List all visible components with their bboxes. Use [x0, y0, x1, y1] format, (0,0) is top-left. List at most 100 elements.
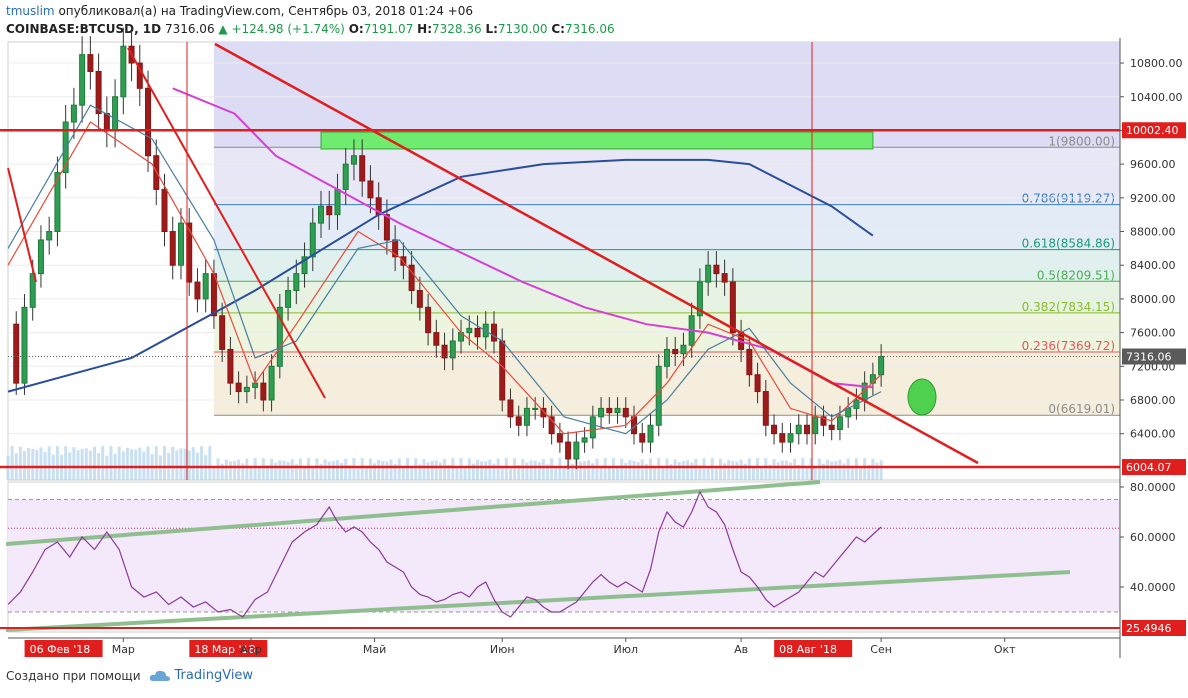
- volume-bar: [298, 458, 302, 480]
- volume-bar: [546, 464, 550, 480]
- rsi-last-tag-label: 25.4946: [1126, 622, 1172, 635]
- candle-body: [614, 407, 621, 414]
- candle-body: [696, 281, 703, 317]
- volume-bar: [480, 461, 484, 480]
- volume-bar: [620, 458, 624, 480]
- close-label: C:: [551, 22, 565, 36]
- volume-bar: [18, 446, 22, 480]
- volume-bar: [183, 448, 187, 480]
- candle-body: [326, 205, 333, 216]
- symbol-label: COINBASE:BTCUSD, 1D: [6, 22, 162, 36]
- volume-bar: [842, 463, 846, 480]
- volume-bar: [578, 461, 582, 480]
- candle-body: [367, 180, 374, 199]
- volume-bar: [731, 461, 735, 480]
- rsi-tick-label-0: 80.0000: [1130, 481, 1176, 494]
- volume-bar: [22, 451, 26, 480]
- candle-body: [383, 214, 390, 241]
- volume-bar: [187, 450, 191, 480]
- candle-body: [359, 155, 366, 182]
- volume-bar: [331, 460, 335, 480]
- volume-bar: [846, 458, 850, 480]
- volume-bar: [80, 448, 84, 480]
- candle-body: [655, 365, 662, 426]
- volume-bar: [570, 463, 574, 480]
- volume-bar: [72, 447, 76, 480]
- volume-bar: [529, 460, 533, 480]
- volume-bar: [340, 462, 344, 480]
- candle-body: [70, 104, 77, 123]
- candle-body: [589, 416, 596, 439]
- candle-body: [540, 407, 547, 418]
- volume-bar: [793, 459, 797, 480]
- candle-body: [285, 289, 292, 308]
- volume-bar: [702, 458, 706, 480]
- price-tick-label-11: 6400.00: [1130, 428, 1176, 441]
- volume-bars: [6, 446, 883, 480]
- volume-bar: [373, 463, 377, 480]
- time-tick-label-6: Июл: [614, 643, 639, 656]
- ma-line-sma: [7, 104, 882, 435]
- price-tick-label-8: 7600.00: [1130, 327, 1176, 340]
- chart-header: tmuslim опубликовал(а) на TradingView.co…: [6, 2, 615, 38]
- volume-bar: [311, 466, 315, 480]
- volume-bar: [55, 446, 59, 480]
- candle-body: [103, 113, 110, 131]
- fib-zone-top: [213, 42, 1121, 148]
- volume-bar: [476, 459, 480, 480]
- ma-line-ma200: [7, 158, 874, 393]
- volume-bar: [443, 458, 447, 480]
- fib-level-label-3: 0.5(8209.51): [1037, 268, 1115, 282]
- volume-bar: [875, 462, 879, 480]
- volume-bar: [228, 461, 232, 480]
- footer: Создано при помощи TradingView: [6, 668, 253, 683]
- volume-bar: [216, 458, 220, 480]
- rsi-line: [7, 490, 882, 618]
- header-line-1: tmuslim опубликовал(а) на TradingView.co…: [6, 2, 615, 20]
- horizontal-levels: [0, 128, 1125, 469]
- candle-body: [21, 306, 28, 384]
- volume-bar: [743, 463, 747, 480]
- candle-body: [13, 323, 20, 384]
- candle-body: [762, 391, 769, 426]
- steep-trend-line: [127, 47, 326, 399]
- volume-bar: [665, 458, 669, 480]
- volume-bar: [669, 464, 673, 480]
- cloud-icon: [149, 670, 170, 681]
- volume-bar: [780, 460, 784, 480]
- time-tag-8: [774, 640, 853, 657]
- rsi-tick-label-2: 40.0000: [1130, 581, 1176, 594]
- candle-body: [713, 264, 720, 275]
- volume-bar: [583, 461, 587, 480]
- volume-bar: [385, 461, 389, 480]
- volume-bar: [35, 449, 39, 480]
- candle-body: [705, 264, 712, 283]
- candle-body: [227, 348, 234, 384]
- volume-bar: [500, 465, 504, 480]
- volume-bar: [830, 461, 834, 480]
- volume-bar: [381, 461, 385, 480]
- volume-bar: [393, 463, 397, 480]
- fib-level-label-0: 1(9800.00): [1048, 134, 1115, 148]
- volume-bar: [677, 462, 681, 480]
- volume-bar: [681, 460, 685, 480]
- volume-bar: [422, 459, 426, 480]
- time-tick-label-1: Мар: [112, 643, 135, 656]
- candle-body: [490, 323, 497, 342]
- rsi-last-tag: [1122, 620, 1186, 636]
- ma-line-ema20: [7, 121, 882, 435]
- volume-bar: [517, 464, 521, 480]
- author-name[interactable]: tmuslim: [6, 4, 55, 18]
- candle-body: [565, 441, 572, 460]
- volume-bar: [657, 458, 661, 480]
- time-tick-label-5: Июн: [490, 643, 515, 656]
- volume-bar: [414, 458, 418, 480]
- candle-body: [169, 231, 176, 266]
- header-line-2: COINBASE:BTCUSD, 1D 7316.06 ▲ +124.98 (+…: [6, 20, 615, 38]
- volume-bar: [797, 464, 801, 480]
- volume-bar: [653, 466, 657, 480]
- candle-body: [260, 382, 267, 401]
- time-tag-label-2: 18 Мар '18: [194, 643, 255, 656]
- tradingview-logo[interactable]: TradingView: [149, 668, 253, 683]
